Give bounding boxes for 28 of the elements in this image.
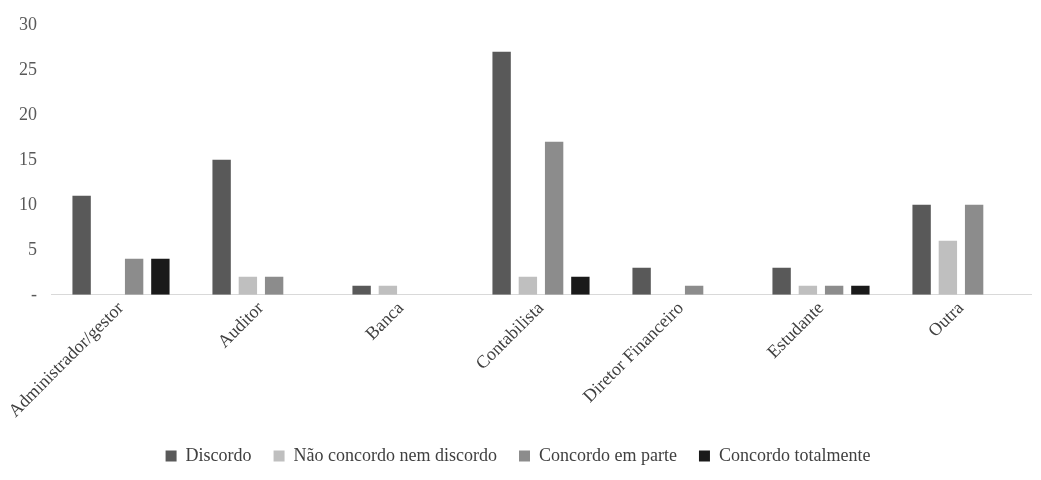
- legend-label: Não concordo nem discordo: [293, 444, 498, 465]
- legend-label: Concordo em parte: [539, 444, 677, 465]
- bar: [912, 204, 931, 295]
- bar: [964, 204, 984, 295]
- bar: [938, 240, 958, 295]
- bar: [212, 159, 231, 295]
- bar: [772, 267, 791, 295]
- y-tick-label: 5: [28, 238, 37, 259]
- bar: [518, 276, 538, 295]
- legend-label: Discordo: [185, 444, 252, 465]
- legend-label: Concordo totalmente: [718, 444, 871, 465]
- bar: [238, 276, 258, 295]
- y-tick-label: 15: [19, 148, 37, 169]
- y-tick-label: 10: [19, 193, 37, 214]
- bar: [124, 258, 144, 295]
- bar: [851, 285, 870, 295]
- bar: [264, 276, 284, 295]
- y-tick-label: 25: [19, 58, 37, 79]
- bar: [544, 141, 564, 295]
- bar: [571, 276, 590, 295]
- bar: [632, 267, 651, 295]
- y-tick-label: 30: [19, 13, 37, 34]
- bar: [151, 258, 170, 295]
- y-tick-label: 20: [19, 103, 37, 124]
- y-tick-label: -: [31, 283, 37, 304]
- bar: [72, 195, 91, 295]
- bar: [492, 51, 511, 295]
- bar: [352, 285, 371, 295]
